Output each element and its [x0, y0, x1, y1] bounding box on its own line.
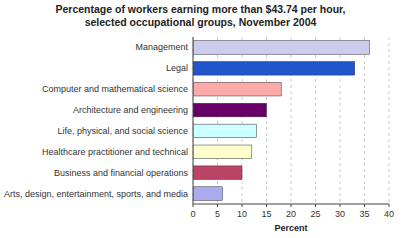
category-labels: Arts, design, entertainment, sports, and…	[4, 42, 189, 198]
bar	[193, 145, 252, 159]
category-label: Arts, design, entertainment, sports, and…	[4, 189, 188, 199]
bar	[193, 41, 369, 55]
grid-line	[193, 37, 194, 204]
grid-line	[389, 37, 390, 204]
x-tick-label: 20	[286, 209, 296, 219]
category-label: Life, physical, and social science	[57, 126, 188, 136]
bar	[193, 166, 242, 180]
x-tick-label: 25	[310, 209, 320, 219]
grid-line	[364, 37, 365, 204]
category-label: Computer and mathematical science	[42, 84, 188, 94]
x-tick-label: 15	[261, 209, 271, 219]
x-tick	[364, 204, 365, 207]
x-tick-label: 35	[359, 209, 369, 219]
x-tick	[242, 204, 243, 207]
title-line: Percentage of workers earning more than …	[55, 3, 345, 15]
category-label: Management	[135, 42, 188, 52]
x-tick	[340, 204, 341, 207]
category-label: Architecture and engineering	[73, 105, 188, 115]
x-tick-label: 40	[384, 209, 394, 219]
category-label: Business and financial operations	[54, 168, 189, 178]
bar	[193, 62, 355, 76]
x-tick	[217, 204, 218, 207]
bar	[193, 103, 267, 117]
x-ticks: 0 5 10 15 20 25 30 35 40	[190, 204, 394, 219]
x-tick-label: 0	[190, 209, 195, 219]
bar	[193, 124, 257, 138]
bar	[193, 187, 222, 201]
chart: Percentage of workers earning more than …	[0, 0, 401, 238]
category-label: Healthcare practitioner and technical	[42, 147, 188, 157]
x-tick-label: 5	[215, 209, 220, 219]
x-tick	[193, 204, 194, 207]
x-tick	[389, 204, 390, 207]
x-tick	[266, 204, 267, 207]
grid	[193, 37, 389, 204]
title: Percentage of workers earning more than …	[55, 3, 345, 28]
y-axis-line	[193, 37, 194, 204]
x-tick	[315, 204, 316, 207]
x-tick-label: 10	[237, 209, 247, 219]
title-line: selected occupational groups, November 2…	[85, 16, 317, 28]
x-tick-label: 30	[335, 209, 345, 219]
bar	[193, 82, 281, 96]
x-axis-label: Percent	[274, 223, 307, 233]
category-label: Legal	[166, 63, 188, 73]
x-tick	[291, 204, 292, 207]
bars	[193, 41, 369, 201]
